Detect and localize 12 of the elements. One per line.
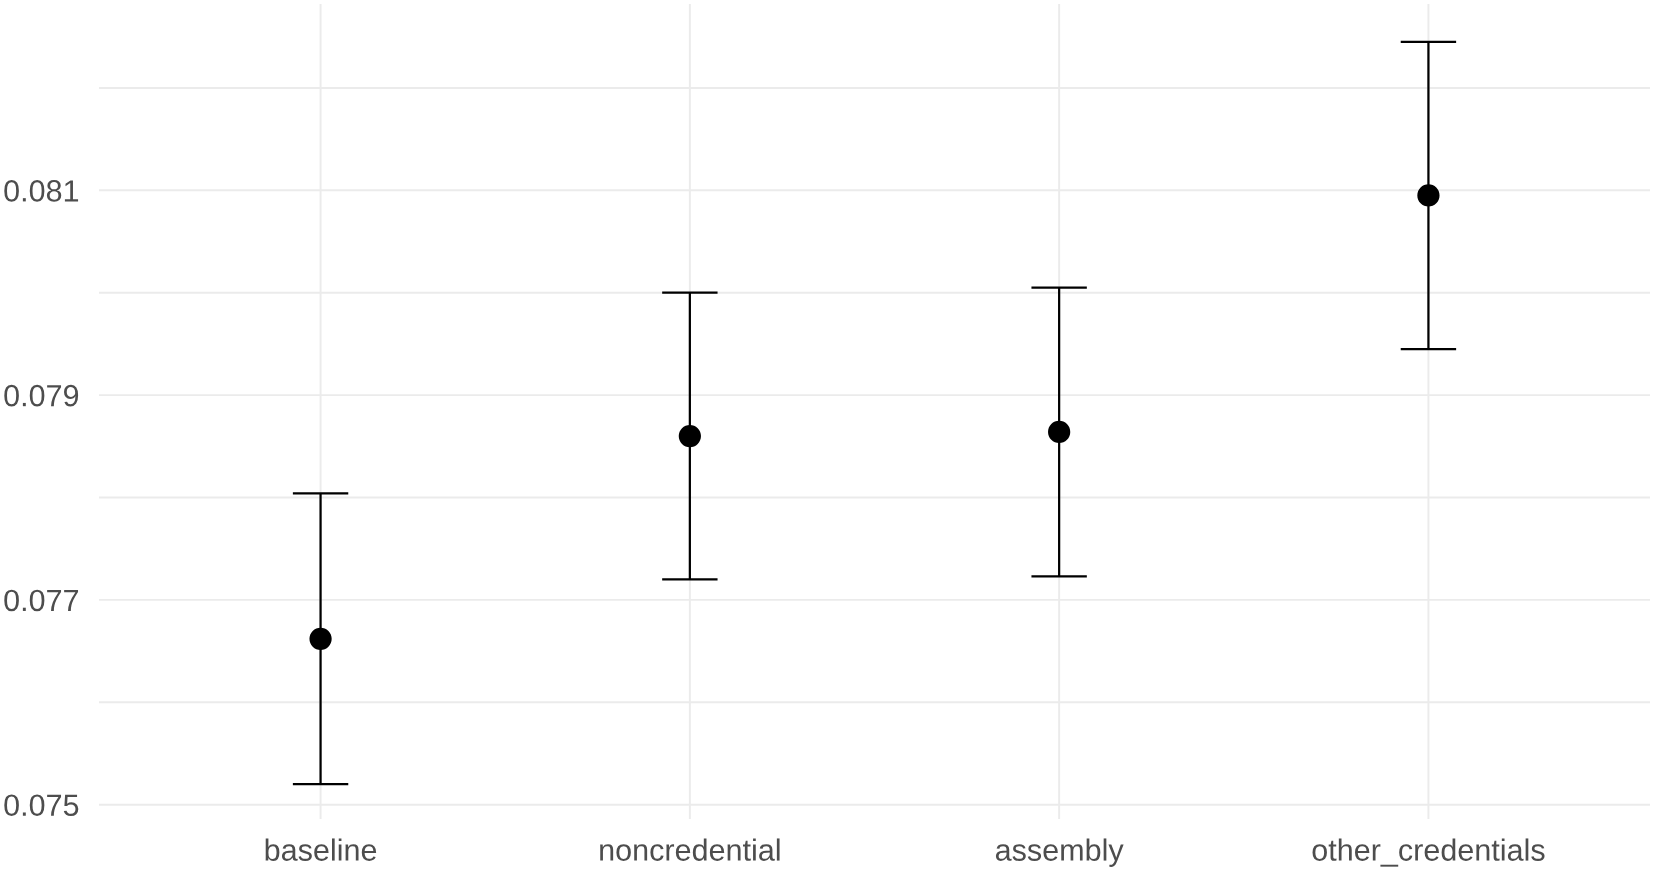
x-tick-label: baseline (265, 838, 377, 861)
y-tick-label: 0.075 (4, 794, 79, 817)
point (1417, 184, 1440, 207)
point (678, 424, 701, 448)
point (1048, 420, 1071, 444)
x-tick-label: noncredential (600, 838, 780, 861)
point (309, 627, 332, 650)
x-tick-label: assembly (995, 838, 1124, 867)
x-tick-label: other_credentials (1312, 838, 1545, 867)
y-tick-label: 0.079 (4, 384, 79, 407)
y-tick-label: 0.077 (4, 589, 79, 612)
y-tick-label: 0.081 (4, 180, 79, 202)
